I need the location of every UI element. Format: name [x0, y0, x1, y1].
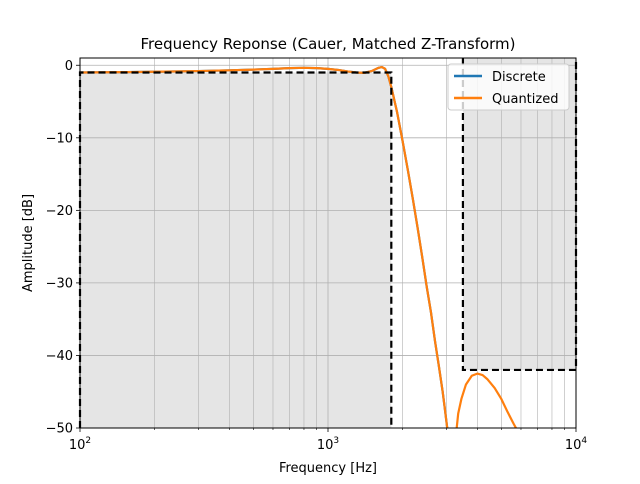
legend-label-discrete: Discrete	[492, 70, 546, 85]
series-lines	[80, 65, 518, 428]
y-axis-ticks: 0 −10 −20 −30 −40 −50	[46, 59, 80, 437]
y-tick-label: −50	[46, 422, 73, 437]
series-line-2	[455, 372, 518, 428]
chart-title: Frequency Reponse (Cauer, Matched Z-Tran…	[140, 35, 515, 53]
series-line-1	[80, 65, 449, 428]
legend: Discrete Quantized	[447, 63, 570, 111]
y-tick-label: −40	[46, 349, 73, 364]
grid-lines	[79, 58, 577, 429]
x-axis-label: Frequency [Hz]	[279, 461, 377, 476]
plot-area	[78, 57, 578, 429]
passband-spec-region	[80, 72, 392, 429]
y-axis-label: Amplitude [dB]	[21, 194, 36, 292]
legend-label-quantized: Quantized	[492, 92, 558, 107]
y-tick-label: 0	[65, 59, 73, 74]
y-tick-label: −20	[46, 204, 73, 219]
y-tick-label: −30	[46, 276, 73, 291]
stopband-spec-outline	[461, 58, 578, 372]
y-tick-label: −10	[46, 131, 73, 146]
